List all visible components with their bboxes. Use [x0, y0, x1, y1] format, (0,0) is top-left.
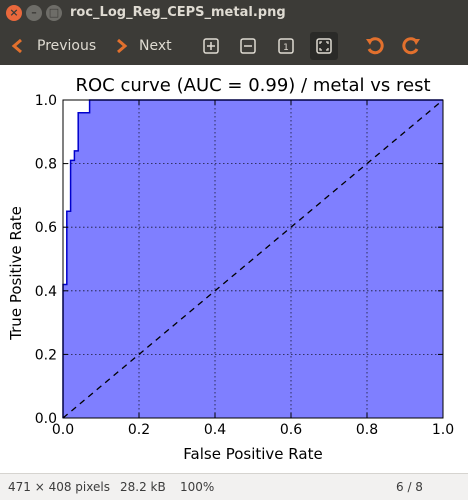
rotate-left-icon: [366, 37, 384, 55]
image-view[interactable]: ROC curve (AUC = 0.99) / metal vs rest 0…: [0, 65, 468, 473]
x-tick-label: 1.0: [432, 422, 454, 438]
file-size: 28.2 kB: [120, 480, 166, 494]
x-tick-label: 0.4: [204, 422, 226, 438]
roc-curve-line: [62, 99, 443, 418]
rotate-right-button[interactable]: [397, 32, 425, 60]
toolbar: Previous Next 1: [0, 27, 468, 65]
zoom-in-icon: [203, 38, 219, 54]
previous-button[interactable]: Previous: [8, 32, 98, 60]
next-label: Next: [139, 38, 172, 54]
zoom-out-icon: [240, 38, 256, 54]
y-tick-label: 0.8: [35, 157, 57, 173]
chevron-left-icon: [11, 38, 22, 54]
reference-diagonal-line: [62, 99, 444, 419]
window-title: roc_Log_Reg_CEPS_metal.png: [70, 5, 286, 20]
x-axis-label: False Positive Rate: [183, 445, 322, 463]
plot-frame: [62, 99, 444, 419]
image-dimensions: 471 × 408 pixels: [8, 480, 110, 494]
x-tick-label: 0.6: [280, 422, 302, 438]
roc-chart: ROC curve (AUC = 0.99) / metal vs rest 0…: [7, 75, 454, 463]
best-fit-icon: [316, 38, 332, 54]
x-tick-label: 0.8: [356, 422, 378, 438]
x-tick-label: 0.2: [128, 422, 150, 438]
zoom-level: 100%: [180, 480, 215, 494]
y-tick-label: 0.2: [35, 347, 57, 363]
window-titlebar: × – □ roc_Log_Reg_CEPS_metal.png: [0, 0, 468, 27]
maximize-window-button[interactable]: □: [46, 5, 62, 21]
chevron-right-icon: [117, 38, 128, 54]
rotate-right-icon: [402, 37, 420, 55]
image-position: 6 / 8: [396, 480, 423, 494]
y-axis-label: True Positive Rate: [7, 206, 25, 341]
y-tick-label: 0.0: [35, 411, 57, 427]
rotate-left-button[interactable]: [361, 32, 389, 60]
y-tick-label: 1.0: [35, 93, 57, 109]
x-tick-label: 0.0: [52, 422, 74, 438]
status-bar: 471 × 408 pixels 28.2 kB 100% 6 / 8: [0, 473, 468, 500]
y-tick-label: 0.6: [35, 220, 57, 236]
close-window-button[interactable]: ×: [6, 5, 22, 21]
best-fit-button[interactable]: [310, 32, 338, 60]
svg-text:1: 1: [283, 43, 289, 53]
zoom-in-button[interactable]: [197, 32, 225, 60]
minimize-window-button[interactable]: –: [26, 5, 42, 21]
zoom-out-button[interactable]: [234, 32, 262, 60]
normal-size-icon: 1: [278, 38, 294, 54]
chart-title: ROC curve (AUC = 0.99) / metal vs rest: [75, 75, 430, 96]
previous-label: Previous: [37, 38, 97, 54]
normal-size-button[interactable]: 1: [272, 32, 300, 60]
y-tick-label: 0.4: [35, 284, 57, 300]
next-button[interactable]: Next: [113, 32, 175, 60]
